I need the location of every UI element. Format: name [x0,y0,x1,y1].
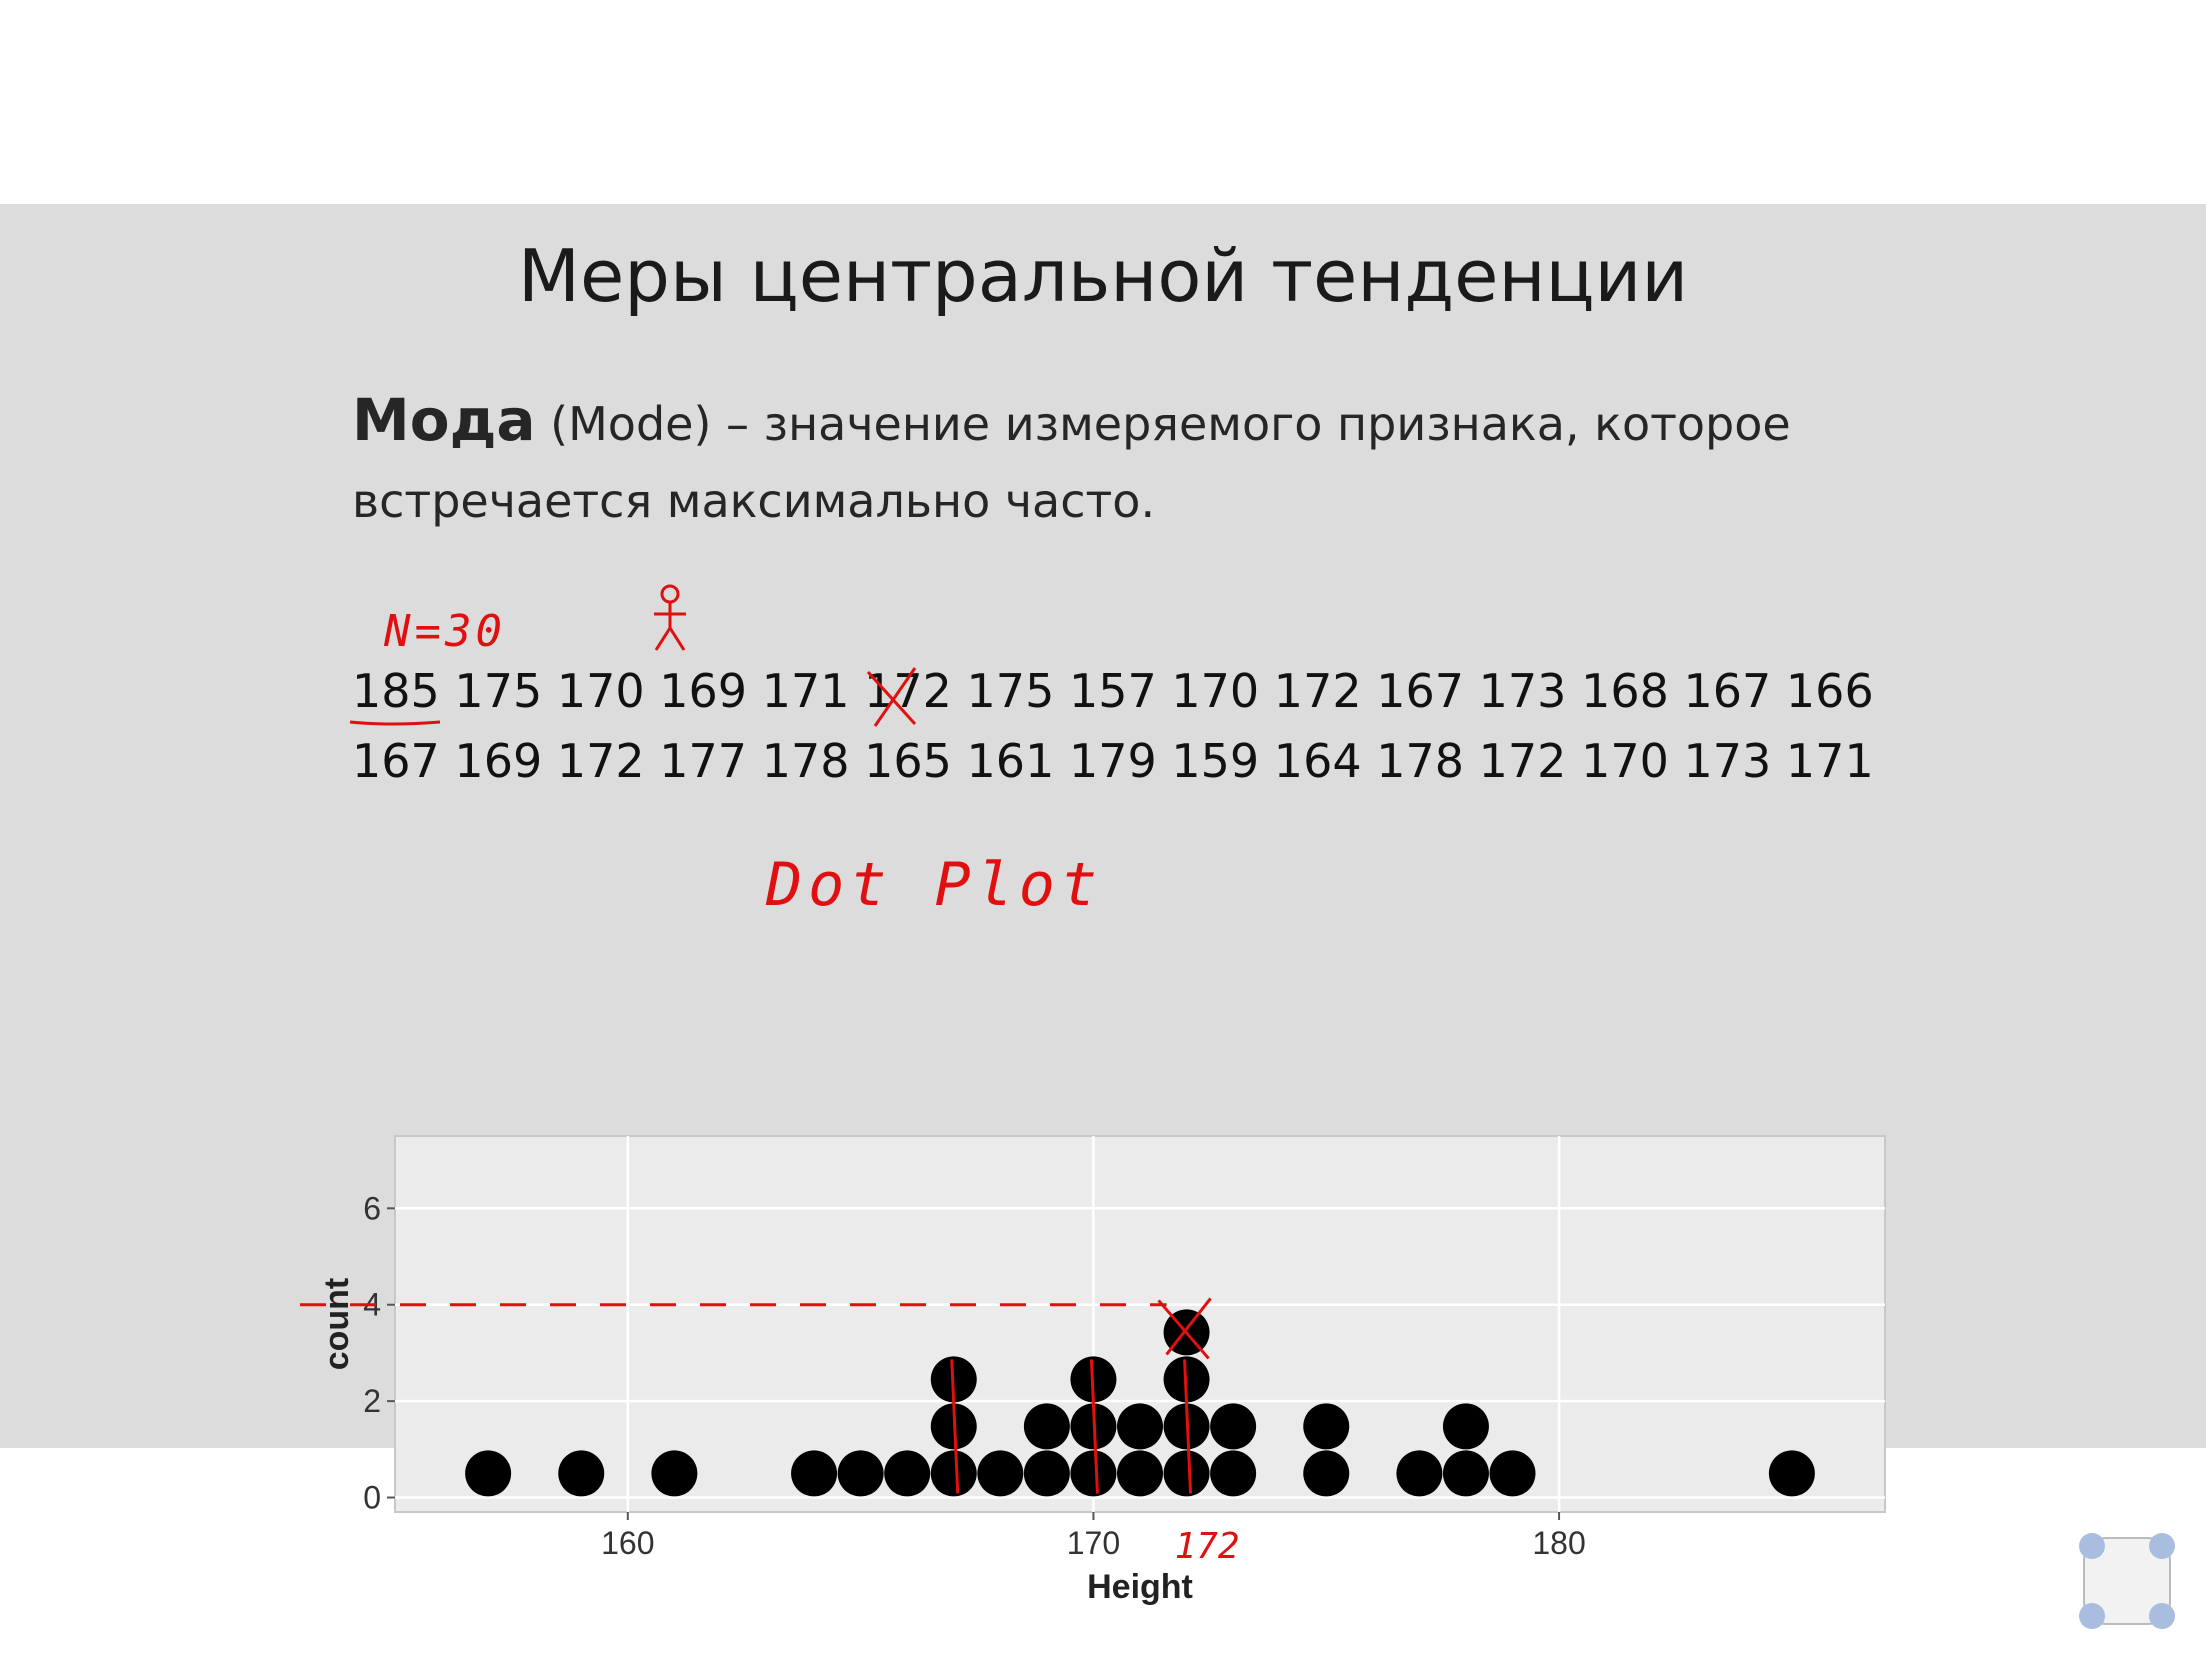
mode-annotation: 172 [1175,1526,1240,1567]
dot-plot-annotation: Dot Plot [766,850,1103,920]
slide: Меры центральной тенденции Мода (Mode) –… [0,204,2206,1629]
data-point [1070,1450,1117,1497]
x-tick-label: 180 [1532,1525,1585,1561]
underline-mark [349,720,441,726]
x-tick-label: 170 [1067,1525,1120,1561]
x-tick-label: 160 [601,1525,654,1561]
data-point [977,1450,1024,1497]
data-point [1210,1450,1257,1497]
data-point [1768,1450,1815,1497]
data-point [1117,1450,1163,1497]
data-point [1442,1403,1489,1450]
data-row-1: 185 175 170 169 171 172 175 157 170 172 … [352,664,1874,718]
sample-size-annotation: N=30 [384,606,506,657]
data-point [837,1450,884,1497]
definition-text-line1: (Mode) – значение измеряемого признака, … [535,397,1791,451]
data-point [1489,1450,1536,1497]
person-icon [654,584,686,651]
data-row-2: 167 169 172 177 178 165 161 179 159 164 … [352,734,1874,788]
data-point [1210,1403,1257,1450]
annotation-stroke [1089,1359,1099,1494]
y-tick-label: 2 [363,1383,381,1419]
annotation-stroke [1183,1359,1193,1494]
data-point [1442,1450,1489,1497]
y-tick-label: 6 [363,1190,381,1226]
slide-title: Меры центральной тенденции [517,234,1689,318]
cross-mark-b [873,667,917,727]
data-point [884,1450,931,1497]
data-point [1303,1450,1350,1497]
y-axis-label: count [318,1278,356,1371]
data-point [791,1450,838,1497]
data-point [558,1450,605,1497]
data-point [1023,1450,1070,1497]
data-point [1396,1450,1443,1497]
mode-definition: Мода (Mode) – значение измеряемого призн… [352,382,1952,540]
data-point [651,1450,698,1497]
data-point [1023,1403,1070,1450]
annotation-cross-a [1157,1299,1210,1360]
presentation-control-icon[interactable] [2072,1526,2182,1636]
definition-term: Мода [352,386,536,454]
data-point [1117,1403,1163,1450]
annotation-stroke [950,1359,960,1494]
x-axis-label: Height [1087,1568,1193,1606]
data-point [1163,1450,1210,1497]
definition-text-line2: встречается максимально часто. [352,474,1156,528]
data-point [930,1450,977,1497]
annotation-cross-b [1165,1297,1212,1356]
data-point [465,1450,512,1497]
data-point [1303,1403,1350,1450]
handwritten-marks [349,667,917,727]
y-tick-label: 0 [363,1480,381,1516]
cross-mark-a [866,670,917,726]
